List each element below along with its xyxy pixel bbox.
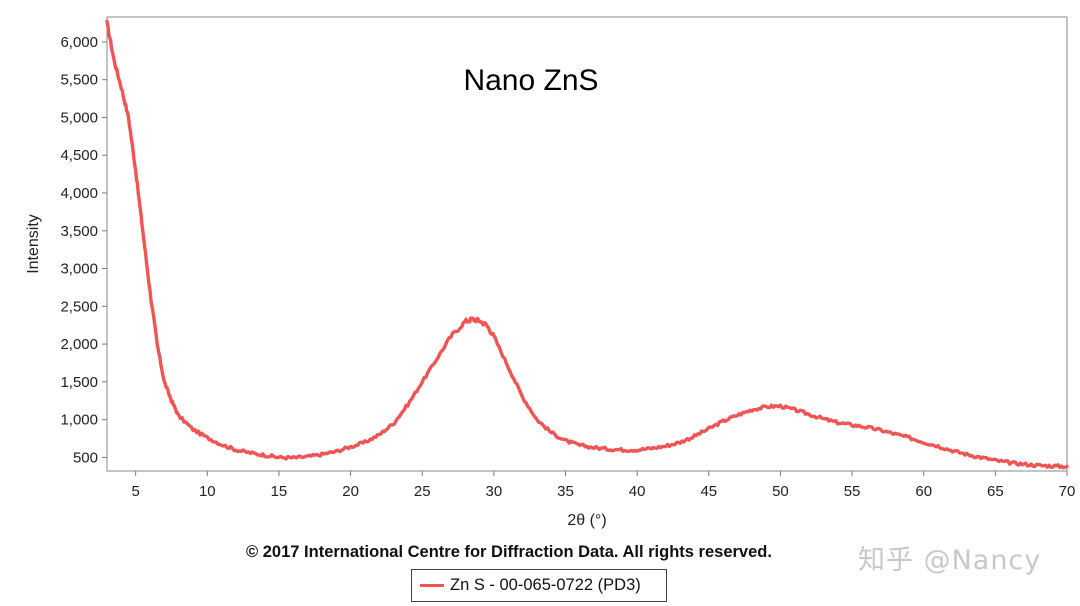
x-tick-label: 20 bbox=[342, 483, 359, 500]
watermark: 知乎 @Nancy bbox=[858, 545, 1042, 576]
x-tick-label: 30 bbox=[486, 483, 503, 500]
legend-swatch bbox=[420, 584, 444, 587]
x-tick-label: 35 bbox=[557, 483, 574, 500]
y-tick-label: 3,000 bbox=[60, 261, 98, 278]
x-tick-label: 10 bbox=[199, 483, 216, 500]
x-tick-label: 55 bbox=[844, 483, 861, 500]
x-tick-label: 40 bbox=[629, 483, 646, 500]
copyright-notice: © 2017 International Centre for Diffract… bbox=[246, 543, 772, 561]
plot-area bbox=[106, 16, 1068, 472]
x-tick-label: 50 bbox=[772, 483, 789, 500]
y-tick-label: 500 bbox=[73, 449, 98, 466]
y-tick-label: 6,000 bbox=[60, 34, 98, 51]
y-tick-label: 3,500 bbox=[60, 223, 98, 240]
series-line-0 bbox=[105, 19, 1069, 470]
x-tick-label: 15 bbox=[271, 483, 288, 500]
y-tick-label: 5,000 bbox=[60, 109, 98, 126]
x-tick-label: 65 bbox=[987, 483, 1004, 500]
y-axis-title: Intensity bbox=[25, 214, 42, 274]
legend[interactable]: Zn S - 00-065-0722 (PD3) bbox=[411, 569, 667, 602]
y-tick-label: 4,500 bbox=[60, 147, 98, 164]
y-tick-label: 5,500 bbox=[60, 72, 98, 89]
y-tick-label: 2,500 bbox=[60, 298, 98, 315]
x-tick-label: 25 bbox=[414, 483, 431, 500]
y-tick-label: 2,000 bbox=[60, 336, 98, 353]
legend-label: Zn S - 00-065-0722 (PD3) bbox=[450, 576, 641, 594]
x-tick-label: 45 bbox=[700, 483, 717, 500]
y-tick-label: 1,500 bbox=[60, 374, 98, 391]
x-tick-label: 5 bbox=[131, 483, 139, 500]
series-layer bbox=[105, 19, 1069, 470]
x-tick-label: 70 bbox=[1059, 483, 1076, 500]
y-tick-label: 1,000 bbox=[60, 412, 98, 429]
x-axis: 5 10 15 20 25 30 35 40 45 50 55 60 65 70 bbox=[131, 471, 1075, 500]
chart-title: Nano ZnS bbox=[463, 64, 598, 97]
x-axis-title: 2θ (°) bbox=[567, 512, 606, 529]
y-tick-label: 4,000 bbox=[60, 185, 98, 202]
x-tick-label: 60 bbox=[915, 483, 932, 500]
y-axis: 500 1,000 1,500 2,000 2,500 3,000 3,500 4,000 4,… bbox=[60, 34, 107, 466]
